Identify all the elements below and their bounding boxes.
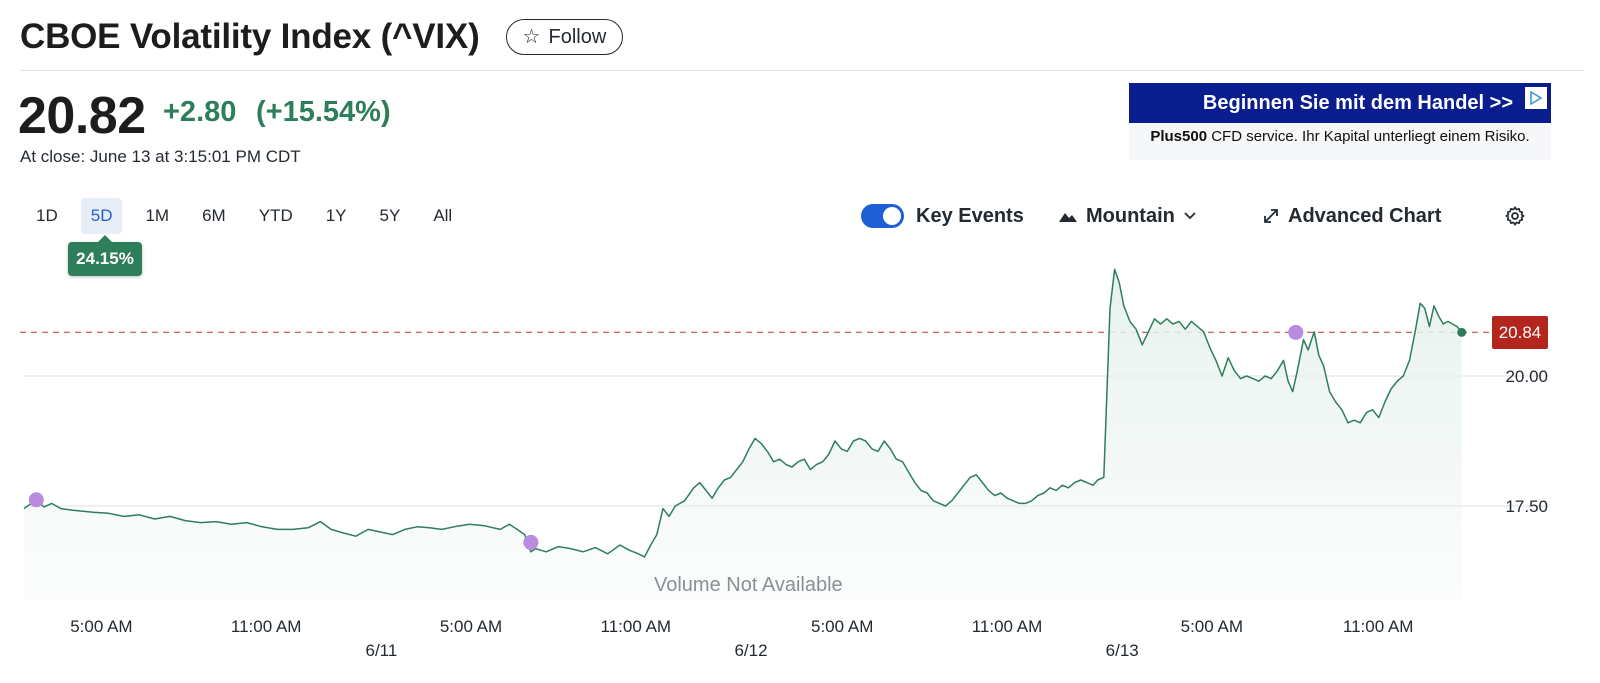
ad-choices-icon[interactable] bbox=[1525, 87, 1547, 109]
ad-banner[interactable]: Beginnen Sie mit dem Handel >> bbox=[1129, 83, 1551, 123]
settings-button[interactable] bbox=[1504, 198, 1526, 234]
range-6m[interactable]: 6M bbox=[202, 206, 226, 225]
x-time-label: 11:00 AM bbox=[1343, 617, 1414, 636]
quote-price: 20.82 bbox=[18, 87, 146, 145]
follow-label: Follow bbox=[548, 25, 607, 48]
x-date-label: 6/12 bbox=[734, 641, 767, 660]
key-event-dot[interactable] bbox=[1288, 324, 1304, 340]
range-all[interactable]: All bbox=[433, 206, 453, 225]
range-1y[interactable]: 1Y bbox=[325, 206, 347, 225]
x-time-label: 11:00 AM bbox=[972, 617, 1043, 636]
volume-not-available: Volume Not Available bbox=[654, 574, 843, 596]
key-event-dot[interactable] bbox=[523, 534, 539, 550]
area-fill bbox=[24, 269, 1462, 600]
x-time-label: 11:00 AM bbox=[601, 617, 672, 636]
y-tick-label: 17.50 bbox=[1505, 497, 1548, 516]
mountain-icon bbox=[1059, 213, 1077, 222]
star-icon: ☆ bbox=[522, 26, 541, 48]
key-events-label: Key Events bbox=[916, 204, 1024, 227]
x-date-label: 6/11 bbox=[365, 641, 397, 660]
chart-type-dropdown[interactable]: Mountain bbox=[1058, 198, 1197, 234]
x-date-label: 6/13 bbox=[1106, 641, 1139, 660]
y-tick-label: 20.00 bbox=[1505, 367, 1548, 386]
x-time-label: 5:00 AM bbox=[1181, 617, 1243, 636]
toggle-knob bbox=[883, 207, 901, 225]
close-time: At close: June 13 at 3:15:01 PM CDT bbox=[20, 147, 301, 166]
quote-change-percent: (+15.54%) bbox=[256, 96, 391, 128]
range-5d[interactable]: 5D bbox=[80, 198, 123, 234]
advertisement[interactable]: Beginnen Sie mit dem Handel >> Plus500 C… bbox=[1129, 83, 1551, 160]
gear-icon bbox=[1505, 206, 1525, 226]
header-divider bbox=[20, 70, 1584, 71]
quote-change: +2.80 bbox=[163, 96, 237, 128]
quote-title: CBOE Volatility Index (^VIX) bbox=[20, 17, 480, 56]
range-1m[interactable]: 1M bbox=[145, 206, 170, 225]
price-line bbox=[23, 268, 1463, 558]
range-selector: 1D 5D 1M 6M YTD 1Y 5Y All bbox=[26, 198, 475, 234]
ad-body: CFD service. Ihr Kapital unterliegt eine… bbox=[1207, 128, 1530, 145]
range-5y[interactable]: 5Y bbox=[379, 206, 401, 225]
advanced-chart-button[interactable]: Advanced Chart bbox=[1262, 198, 1441, 234]
title-row: CBOE Volatility Index (^VIX) ☆ Follow bbox=[20, 14, 624, 60]
x-time-label: 5:00 AM bbox=[440, 617, 502, 636]
range-change-badge: 24.15% bbox=[68, 235, 142, 276]
key-event-dot[interactable] bbox=[28, 492, 44, 508]
expand-icon bbox=[1264, 209, 1278, 223]
chart-type-label: Mountain bbox=[1086, 204, 1175, 227]
key-events-toggle-group[interactable]: Key Events bbox=[861, 198, 1024, 234]
x-time-label: 5:00 AM bbox=[70, 617, 132, 636]
range-1d[interactable]: 1D bbox=[36, 206, 58, 225]
last-point-marker bbox=[1457, 327, 1467, 337]
x-time-label: 11:00 AM bbox=[231, 617, 302, 636]
chevron-down-icon bbox=[1184, 212, 1196, 220]
last-value-tag: 20.84 bbox=[1492, 316, 1548, 349]
follow-button[interactable]: ☆ Follow bbox=[505, 19, 624, 55]
x-time-label: 5:00 AM bbox=[811, 617, 873, 636]
key-events-toggle[interactable] bbox=[861, 204, 904, 228]
ad-text: Plus500 CFD service. Ihr Kapital unterli… bbox=[1129, 123, 1551, 146]
advanced-chart-label: Advanced Chart bbox=[1288, 204, 1442, 227]
range-ytd[interactable]: YTD bbox=[258, 206, 293, 225]
ad-brand: Plus500 bbox=[1150, 128, 1208, 145]
